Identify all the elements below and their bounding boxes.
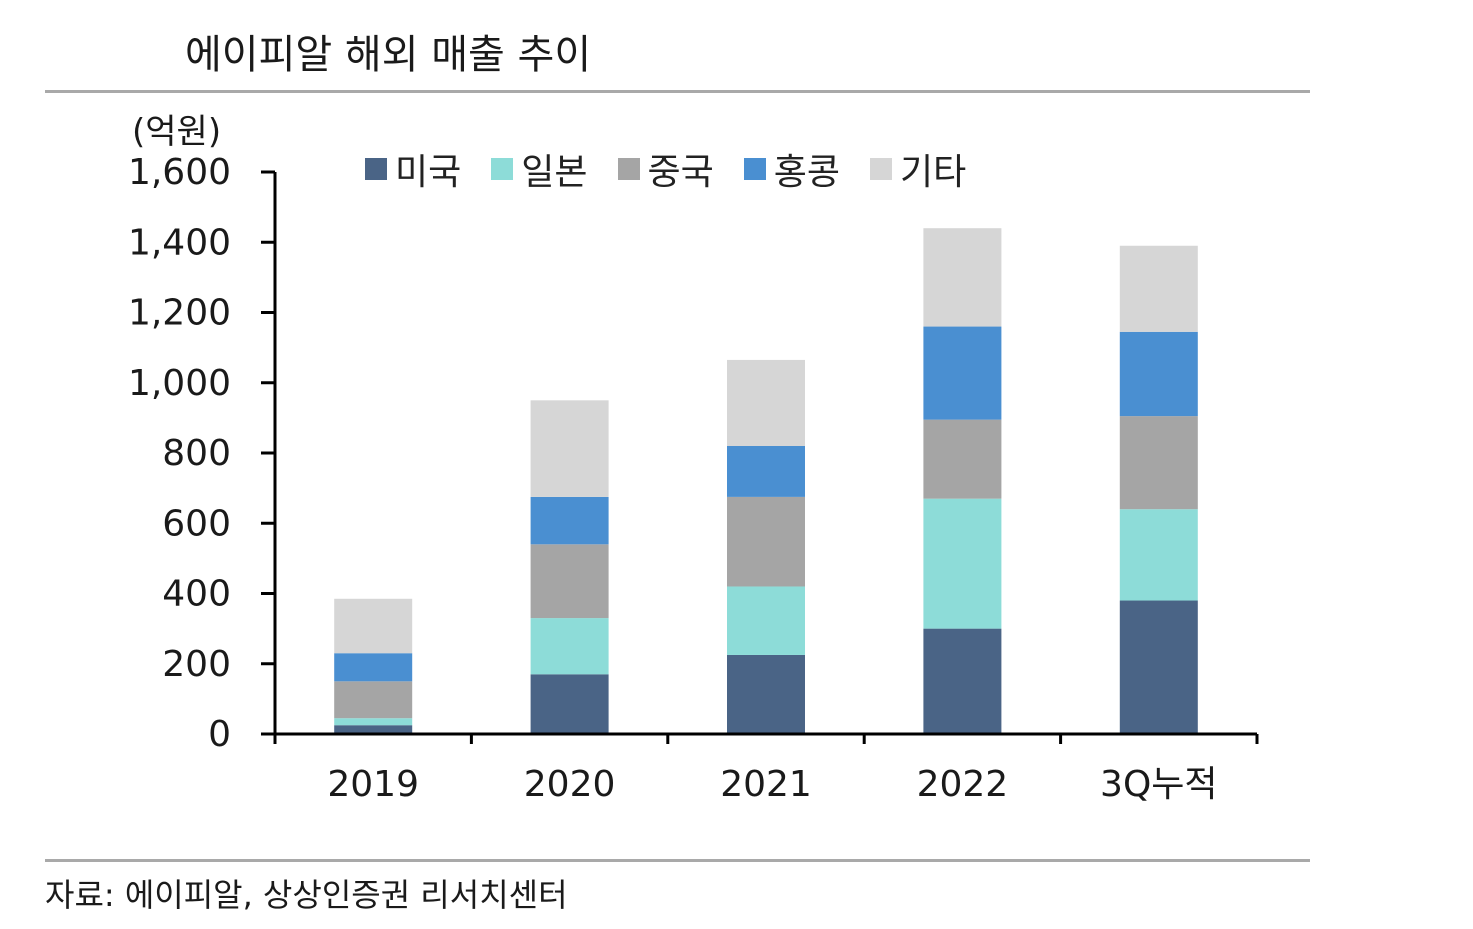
bar-segment <box>334 653 413 682</box>
x-tick-label: 2020 <box>524 764 616 805</box>
legend-swatch-us <box>365 158 387 180</box>
bar-segment <box>1119 509 1198 601</box>
bar-segment <box>923 498 1002 629</box>
y-tick-label: 1,200 <box>128 293 231 334</box>
legend-item-other: 기타 <box>870 143 966 195</box>
source-divider <box>45 859 1310 862</box>
bar-segment <box>727 359 805 446</box>
legend-item-china: 중국 <box>617 143 714 195</box>
title-divider <box>45 90 1310 93</box>
bar-segment <box>334 681 413 719</box>
bar-segment <box>334 725 413 734</box>
bar-segment <box>530 674 609 734</box>
bar-segment <box>727 496 805 587</box>
bar-segment <box>1119 600 1198 734</box>
bar-segment <box>923 326 1002 420</box>
bar-segment <box>923 419 1002 499</box>
bar-segment <box>727 586 805 655</box>
y-tick-label: 1,000 <box>128 363 231 404</box>
bar-segment <box>530 618 609 675</box>
legend-label-hongkong: 홍콩 <box>773 152 840 193</box>
bar-segment <box>334 598 413 654</box>
bar-segment <box>530 544 609 619</box>
x-tick-label: 2022 <box>917 764 1009 805</box>
y-tick-label: 1,600 <box>128 152 231 193</box>
bar-segment <box>923 228 1002 327</box>
y-tick-label: 400 <box>162 574 231 615</box>
y-tick-label: 200 <box>162 644 231 685</box>
legend-label-other: 기타 <box>900 152 967 193</box>
y-tick-label: 0 <box>208 714 231 755</box>
bar-segment <box>530 496 609 545</box>
y-axis-unit-label: (억원) <box>132 112 222 152</box>
legend-label-china: 중국 <box>647 152 714 193</box>
bar-segment <box>727 654 805 734</box>
source-note: 자료: 에이피알, 상상인증권 리서치센터 <box>45 876 568 914</box>
legend-label-us: 미국 <box>395 152 462 193</box>
legend-item-hongkong: 홍콩 <box>743 143 840 195</box>
y-tick-label: 600 <box>162 503 231 544</box>
bar-segment <box>334 718 413 726</box>
bar-segment <box>1119 331 1198 417</box>
legend: 미국 일본 중국 홍콩 기타 <box>365 143 996 195</box>
legend-item-japan: 일본 <box>491 143 588 195</box>
legend-swatch-hongkong <box>743 158 766 180</box>
x-tick-label: 3Q누적 <box>1100 764 1217 805</box>
y-tick-label: 1,400 <box>128 222 231 263</box>
bar-segment <box>727 445 805 497</box>
chart-title: 에이피알 해외 매출 추이 <box>185 32 592 78</box>
x-tick-label: 2021 <box>720 764 812 805</box>
y-tick-label: 800 <box>162 433 231 474</box>
x-tick-label: 2019 <box>327 764 419 805</box>
bar-segment <box>1119 416 1198 510</box>
bar-segment <box>1119 245 1198 332</box>
legend-swatch-china <box>617 158 640 180</box>
legend-label-japan: 일본 <box>521 152 588 193</box>
bar-segment <box>530 400 609 497</box>
legend-swatch-japan <box>491 158 514 180</box>
legend-item-us: 미국 <box>365 143 461 195</box>
legend-swatch-other <box>870 158 892 180</box>
bar-segment <box>923 628 1002 734</box>
